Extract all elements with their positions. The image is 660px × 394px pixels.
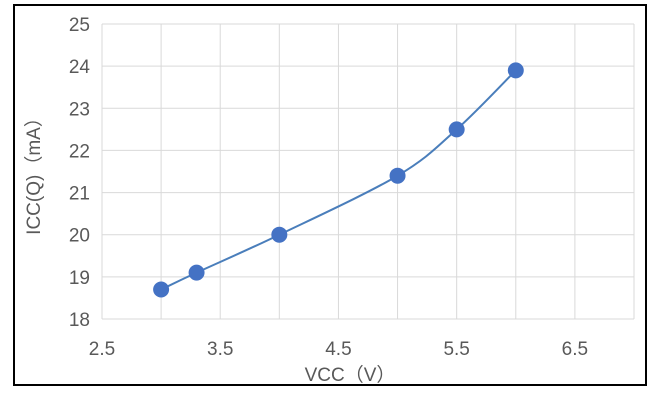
data-points — [153, 62, 524, 298]
y-tick-label: 24 — [69, 57, 91, 78]
x-tick-label: 4.5 — [325, 339, 351, 360]
y-tick-label: 21 — [69, 184, 90, 205]
y-tick-label: 20 — [69, 226, 90, 247]
y-tick-label: 23 — [69, 99, 90, 120]
x-axis-title: VCC（V） — [305, 364, 396, 386]
y-tick-label: 19 — [69, 268, 90, 289]
x-tick-label: 2.5 — [89, 339, 115, 360]
data-point — [153, 281, 170, 298]
data-point — [271, 226, 288, 243]
data-point — [389, 167, 406, 184]
chart-frame — [13, 4, 647, 386]
data-point — [188, 264, 205, 281]
x-tick-labels: 2.5 3.5 4.5 5.5 6.5 — [89, 339, 588, 360]
y-tick-label: 25 — [69, 15, 90, 36]
y-tick-labels: 18 19 20 21 22 23 24 25 — [69, 15, 91, 331]
y-tick-label: 18 — [69, 310, 90, 331]
data-point — [507, 62, 524, 79]
x-tick-label: 3.5 — [207, 339, 233, 360]
y-axis-title: ICC(Q)（mA） — [23, 108, 45, 235]
x-tick-label: 5.5 — [443, 339, 469, 360]
data-point — [448, 121, 465, 138]
x-tick-label: 6.5 — [562, 339, 588, 360]
gridlines — [101, 23, 635, 320]
y-tick-label: 22 — [69, 141, 90, 162]
